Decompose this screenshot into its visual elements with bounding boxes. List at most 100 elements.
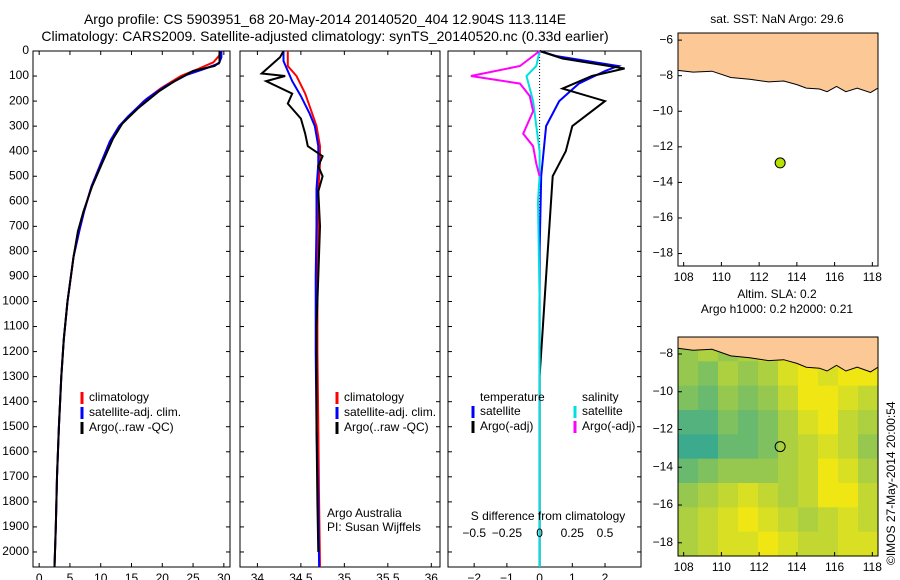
- sla-cell: [778, 361, 799, 387]
- map_sla-xtick-label: 118: [863, 560, 882, 574]
- sla-cell: [678, 507, 699, 533]
- salinity-legend-label: satellite-adj. clim.: [344, 405, 436, 419]
- series-temperature-argo-adj-: [538, 50, 625, 567]
- map_sla-xtick-label: 114: [787, 560, 806, 574]
- sla-cell: [838, 531, 859, 557]
- sla-cell: [698, 483, 719, 508]
- series-argo-raw-qc-: [53, 51, 221, 568]
- figure-title-line1: Argo profile: CS 5903951_68 20-May-2014 …: [83, 11, 567, 27]
- argo-australia-note: Argo Australia: [327, 506, 402, 520]
- map_sst-xtick-label: 114: [787, 270, 806, 284]
- sla-cell: [838, 385, 859, 411]
- sla-cell: [718, 410, 739, 435]
- sla-cell: [698, 458, 719, 484]
- map_sst-xtick-label: 116: [825, 270, 844, 284]
- sla-cell: [758, 410, 779, 435]
- sla-cell: [758, 531, 779, 557]
- sla-cell: [798, 531, 819, 557]
- sla-cell: [738, 385, 759, 411]
- map_sla-ytick-label: −8: [659, 346, 673, 360]
- sla-cell: [858, 483, 879, 508]
- figure-title-line2: Climatology: CARS2009. Satellite-adjuste…: [41, 28, 609, 44]
- sla-cell: [858, 434, 879, 460]
- sla-cell: [798, 385, 819, 411]
- temperature-xtick-label: 0: [36, 571, 43, 580]
- sla-cell: [718, 458, 739, 484]
- map_sst-xtick-label: 118: [863, 270, 882, 284]
- sla-cell: [838, 434, 859, 460]
- java-coastline-sla: [677, 336, 879, 373]
- sla-cell: [718, 434, 739, 460]
- salinity-xtick-label: 34.5: [289, 571, 313, 580]
- sla-cell: [798, 458, 819, 484]
- sla-cell: [818, 410, 839, 435]
- diff-legend-label: Argo(-adj): [582, 419, 635, 433]
- sla-map-title-line2: Argo h1000: 0.2 h2000: 0.21: [701, 302, 853, 316]
- diff-xlabel-top: S difference from climatology: [471, 509, 626, 523]
- map_sst-ytick-label: −12: [653, 139, 674, 153]
- sla-cell: [718, 385, 739, 411]
- sla-cell: [698, 507, 719, 533]
- sla-cell: [698, 385, 719, 411]
- diff-xtick-top-label: −0.25: [492, 526, 523, 540]
- sla-cell: [738, 458, 759, 484]
- sla-cell: [778, 434, 799, 460]
- depth-tick-label: 500: [9, 168, 29, 182]
- sla-cell: [698, 361, 719, 387]
- depth-tick-label: 0: [22, 43, 29, 57]
- salinity-xtick-label: 34: [251, 571, 265, 580]
- sla-cell: [678, 434, 699, 460]
- depth-tick-label: 900: [9, 269, 29, 283]
- depth-tick-label: 100: [9, 68, 29, 82]
- sla-map-title-line1: Altim. SLA: 0.2: [737, 287, 817, 301]
- sla-cell: [738, 434, 759, 460]
- salinity-legend-label: climatology: [344, 390, 404, 404]
- sla-cell: [758, 385, 779, 411]
- temperature-legend-label: satellite-adj. clim.: [89, 405, 181, 419]
- salinity-xtick-label: 36: [425, 571, 439, 580]
- sla-cell: [678, 531, 699, 557]
- map_sst-ytick-label: −14: [653, 175, 674, 189]
- depth-tick-label: 1200: [2, 344, 29, 358]
- temperature-xtick-label: 5: [67, 571, 74, 580]
- sla-cell: [678, 385, 699, 411]
- differences-xtick-label: 2: [602, 571, 609, 580]
- sla-cell: [838, 410, 859, 435]
- temperature-legend-label: climatology: [89, 390, 149, 404]
- depth-tick-label: 1300: [2, 369, 29, 383]
- temperature-frame: [32, 50, 231, 568]
- sla-cell: [818, 385, 839, 411]
- sla-cell: [778, 507, 799, 533]
- salinity-xtick-label: 35.5: [376, 571, 400, 580]
- temperature-xtick-label: 10: [94, 571, 108, 580]
- depth-tick-label: 1100: [3, 319, 29, 333]
- diff-xtick-top-label: 0.5: [597, 526, 614, 540]
- diff-legend-label: satellite: [582, 404, 623, 418]
- sla-cell: [778, 385, 799, 411]
- diff-legend-label: Argo(-adj): [480, 419, 533, 433]
- depth-tick-label: 1800: [2, 494, 29, 508]
- map_sla-xtick-label: 110: [712, 560, 731, 574]
- diff-xtick-top-label: 0: [536, 526, 543, 540]
- sla-cell: [838, 507, 859, 533]
- sla-cell: [738, 531, 759, 557]
- depth-tick-label: 1700: [2, 469, 29, 483]
- sla-cell: [718, 531, 739, 557]
- sla-cell: [798, 434, 819, 460]
- map_sla-ytick-label: −14: [653, 459, 674, 473]
- map_sla-ytick-label: −16: [653, 497, 674, 511]
- sla-cell: [818, 458, 839, 484]
- java-coastline: [677, 32, 879, 94]
- depth-tick-label: 1000: [2, 294, 29, 308]
- salinity-xtick-label: 35: [338, 571, 352, 580]
- sla-cell: [758, 361, 779, 387]
- sla-cell: [778, 483, 799, 508]
- sst-map-title: sat. SST: NaN Argo: 29.6: [710, 12, 844, 26]
- map_sla-ytick-label: −12: [653, 422, 674, 436]
- sla-cell: [718, 361, 739, 387]
- sla-cell: [858, 410, 879, 435]
- sla-cell: [818, 531, 839, 557]
- sla-cell: [778, 410, 799, 435]
- argo-float-marker: [774, 157, 786, 169]
